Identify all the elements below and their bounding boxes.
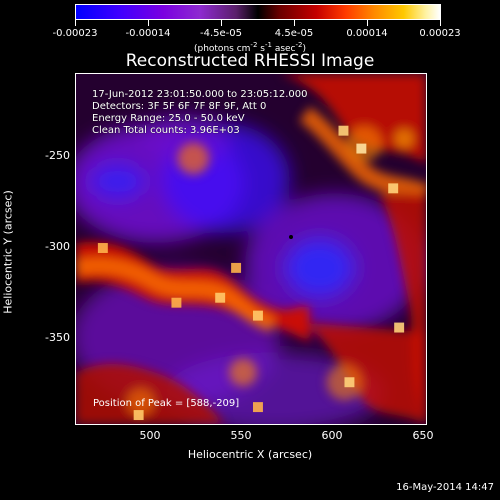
units-part: asec bbox=[271, 44, 296, 54]
colorbar-gradient bbox=[76, 5, 440, 19]
colorbar-tick bbox=[75, 20, 76, 26]
colorbar-tick bbox=[294, 20, 295, 26]
colorbar-labels: -0.00023 -0.00014 -4.5e-05 4.5e-05 0.000… bbox=[0, 27, 500, 41]
y-axis-label: Heliocentric Y (arcsec) bbox=[1, 190, 15, 314]
solar-image-heatmap bbox=[76, 74, 426, 424]
observation-time: 17-Jun-2012 23:01:50.000 to 23:05:12.000 bbox=[92, 89, 308, 100]
colorbar-label: -0.00023 bbox=[52, 28, 98, 39]
x-tick-label: 500 bbox=[139, 429, 161, 442]
peak-marker bbox=[289, 235, 293, 239]
colorbar-label: -0.00014 bbox=[125, 28, 171, 39]
units-exponent: -2 bbox=[250, 41, 258, 49]
colorbar-label: 4.5e-05 bbox=[274, 28, 314, 39]
detectors-info: Detectors: 3F 5F 6F 7F 8F 9F, Att 0 bbox=[92, 101, 267, 112]
units-part: s bbox=[257, 44, 265, 54]
x-tick-label: 600 bbox=[321, 429, 343, 442]
colorbar-ticks bbox=[75, 20, 441, 28]
peak-position-label: Position of Peak = [588,-209] bbox=[93, 398, 240, 409]
x-tick-label: 550 bbox=[230, 429, 252, 442]
clean-counts: Clean Total counts: 3.96E+03 bbox=[92, 125, 240, 136]
units-exponent: -1 bbox=[264, 41, 272, 49]
colorbar bbox=[75, 4, 441, 20]
colorbar-units: (photons cm-2 s-1 asec-2) bbox=[0, 39, 500, 55]
colorbar-tick bbox=[221, 20, 222, 26]
energy-range: Energy Range: 25.0 - 50.0 keV bbox=[92, 113, 245, 124]
x-tick-label: 650 bbox=[412, 429, 434, 442]
colorbar-label: -4.5e-05 bbox=[200, 28, 242, 39]
image-title: Reconstructed RHESSI Image bbox=[125, 51, 375, 71]
units-part: (photons cm bbox=[193, 44, 251, 54]
generation-timestamp: 16-May-2014 14:47 bbox=[396, 482, 494, 493]
units-part: ) bbox=[302, 44, 307, 54]
observation-info: 17-Jun-2012 23:01:50.000 to 23:05:12.000… bbox=[92, 89, 308, 137]
colorbar-tick bbox=[440, 20, 441, 26]
colorbar-tick bbox=[367, 20, 368, 26]
colorbar-tick bbox=[148, 20, 149, 26]
y-tick-label: -300 bbox=[45, 240, 70, 253]
y-tick-label: -350 bbox=[45, 331, 70, 344]
units-exponent: -2 bbox=[295, 41, 303, 49]
solar-image-plot bbox=[75, 73, 427, 425]
colorbar-label: 0.00014 bbox=[346, 28, 388, 39]
x-axis-label: Heliocentric X (arcsec) bbox=[187, 448, 313, 461]
y-tick-label: -250 bbox=[45, 149, 70, 162]
colorbar-label: 0.00023 bbox=[419, 28, 461, 39]
